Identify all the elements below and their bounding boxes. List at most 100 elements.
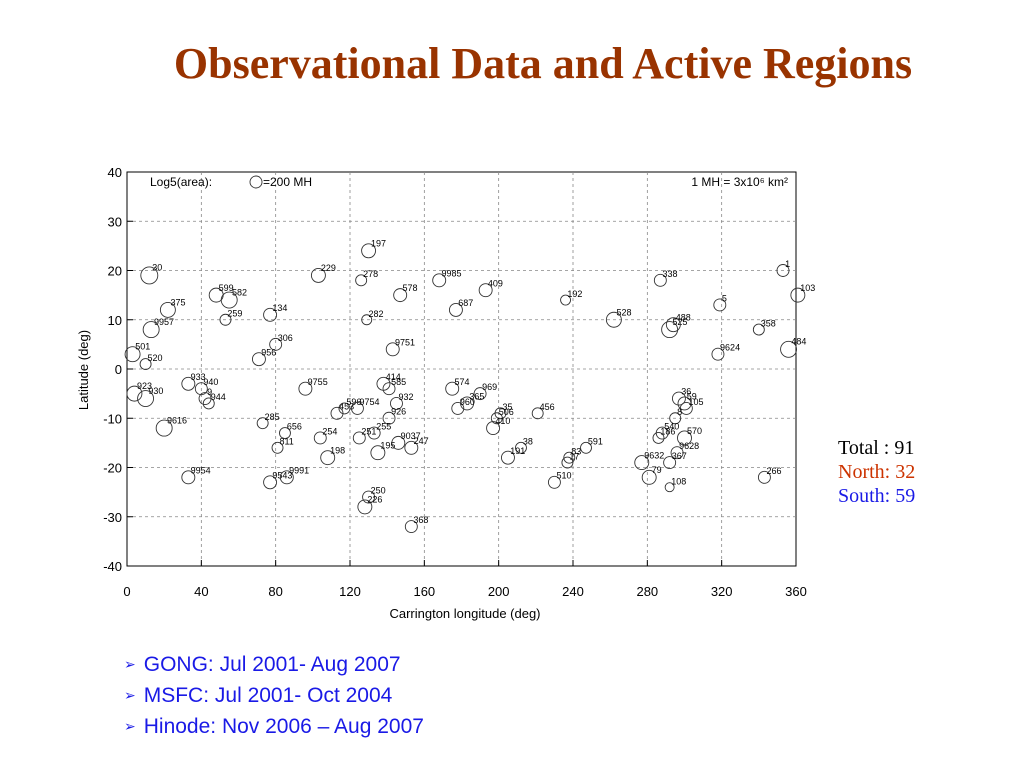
region-marker <box>361 314 373 326</box>
region-marker <box>155 419 173 437</box>
region-label: 410 <box>495 416 510 426</box>
y-tick-label: -40 <box>103 559 122 574</box>
region-marker <box>663 456 677 470</box>
region-label: 278 <box>363 269 378 279</box>
region-marker <box>139 358 152 371</box>
region-label: 255 <box>376 421 391 431</box>
region-marker <box>448 302 463 317</box>
slide-title: Observational Data and Active Regions <box>173 39 913 88</box>
region-label: 134 <box>272 303 287 313</box>
region-label: 79 <box>652 465 662 475</box>
region-marker <box>126 385 143 402</box>
region-marker <box>561 456 574 469</box>
region-marker <box>653 273 667 287</box>
region-marker <box>665 317 681 333</box>
data-sources-list: ➢ GONG: Jul 2001- Aug 2007 ➢ MSFC: Jul 200… <box>124 650 424 743</box>
region-label: 367 <box>672 451 687 461</box>
region-label: 456 <box>540 402 555 412</box>
region-marker <box>181 470 196 485</box>
region-label: 501 <box>135 342 150 352</box>
region-label: 36 <box>681 387 691 397</box>
x-tick-label: 160 <box>413 584 435 599</box>
region-marker <box>652 432 665 444</box>
region-label: 9954 <box>191 465 211 475</box>
y-tick-label: -30 <box>103 510 122 525</box>
region-marker <box>661 321 679 339</box>
region-label: 409 <box>488 278 503 288</box>
region-marker <box>313 431 327 445</box>
region-marker <box>370 445 386 461</box>
region-marker <box>220 291 238 309</box>
region-label: 923 <box>137 381 152 391</box>
north-count: North: 32 <box>838 461 916 483</box>
region-label: 365 <box>469 392 484 402</box>
region-label: 9543 <box>272 470 292 480</box>
source-item: ➢ MSFC: Jul 2001- Oct 2004 <box>124 681 424 712</box>
region-marker <box>256 417 269 430</box>
region-label: 285 <box>265 412 280 422</box>
region-marker <box>338 402 351 415</box>
region-label: 226 <box>367 495 382 505</box>
region-marker <box>605 311 622 328</box>
region-label: 930 <box>148 386 163 396</box>
region-label: 259 <box>227 308 242 318</box>
plot-frame <box>126 171 797 567</box>
region-marker <box>159 301 176 318</box>
legend-note: Log5(area): <box>150 175 212 189</box>
region-marker <box>404 440 419 455</box>
region-label: 229 <box>321 263 336 273</box>
region-label: 9632 <box>644 450 664 460</box>
region-marker <box>486 421 501 436</box>
region-label: 484 <box>791 337 806 347</box>
region-label: 582 <box>232 287 247 297</box>
region-label: 358 <box>761 318 776 328</box>
region-marker <box>355 274 368 287</box>
region-label: 528 <box>617 307 632 317</box>
region-label: 578 <box>402 283 417 293</box>
region-marker <box>670 446 684 460</box>
region-marker <box>757 470 771 484</box>
region-marker <box>361 243 377 259</box>
region-marker <box>362 490 376 504</box>
region-marker <box>391 435 406 450</box>
x-tick-label: 80 <box>268 584 282 599</box>
region-label: 105 <box>688 397 703 407</box>
region-marker <box>263 475 278 490</box>
region-label: 5 <box>722 293 727 303</box>
region-marker <box>350 401 364 415</box>
region-marker <box>451 401 465 415</box>
region-label: 198 <box>330 445 345 455</box>
region-marker <box>385 342 400 357</box>
region-label: 960 <box>460 397 475 407</box>
region-marker <box>142 321 160 339</box>
region-label: 266 <box>767 466 782 476</box>
region-marker <box>490 412 503 425</box>
region-marker <box>634 455 650 471</box>
region-marker <box>501 450 515 465</box>
y-tick-label: -20 <box>103 461 122 476</box>
arrow-bullet-icon: ➢ <box>124 687 136 703</box>
region-marker <box>390 397 403 410</box>
region-marker <box>310 267 326 283</box>
x-tick-label: 240 <box>562 584 584 599</box>
region-marker <box>298 381 313 396</box>
region-marker <box>279 427 291 439</box>
region-marker <box>679 401 693 415</box>
y-tick-label: 0 <box>115 362 122 377</box>
region-marker <box>194 382 208 396</box>
region-marker <box>140 266 159 285</box>
region-label: 368 <box>413 515 428 525</box>
region-marker <box>432 273 447 288</box>
region-marker <box>780 340 798 358</box>
region-marker <box>752 323 765 336</box>
region-marker <box>269 337 283 351</box>
region-marker <box>271 441 284 454</box>
region-label: 186 <box>660 427 675 437</box>
y-tick-label: 40 <box>108 165 122 180</box>
region-label: 9 <box>207 387 212 397</box>
region-label: 932 <box>399 392 414 402</box>
x-tick-label: 0 <box>123 584 130 599</box>
region-label: 956 <box>261 347 276 357</box>
x-tick-label: 320 <box>711 584 733 599</box>
y-tick-label: -10 <box>103 411 122 426</box>
